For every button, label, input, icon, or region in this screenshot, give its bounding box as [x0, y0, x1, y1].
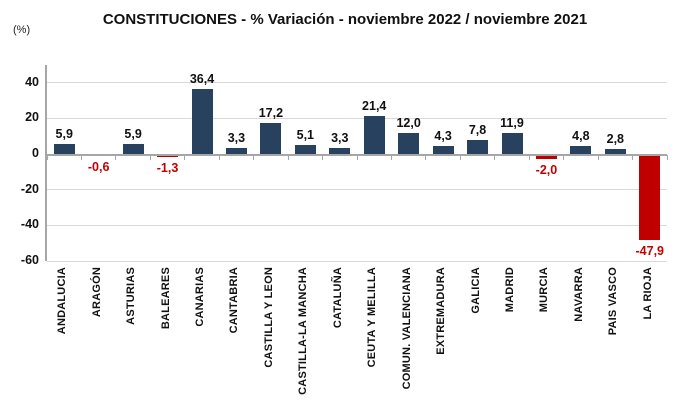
- bar-galicia: [467, 140, 489, 155]
- grid-line: [47, 260, 667, 262]
- category-axis-tick: [459, 155, 461, 161]
- category-axis-tick: [149, 155, 151, 161]
- bar-value-label: 3,3: [227, 131, 246, 146]
- category-label: GALICIA: [469, 267, 482, 314]
- bar-pais-vasco: [604, 149, 626, 155]
- bar-value-label: 2,8: [606, 132, 625, 147]
- bar-value-label: 12,0: [396, 115, 421, 130]
- bar-value-label: 5,1: [296, 128, 315, 142]
- category-label: ANDALUCIA: [56, 267, 69, 335]
- bar-asturias: [122, 143, 144, 155]
- category-axis-tick: [322, 155, 324, 161]
- y-tick-label: 0: [32, 146, 39, 161]
- bar-cantabria: [225, 148, 247, 155]
- category-label: ASTURIAS: [125, 267, 138, 325]
- category-label: NAVARRA: [572, 267, 585, 322]
- bar-value-label: 17,2: [258, 106, 284, 121]
- y-tick-label: -60: [20, 253, 39, 267]
- bar-value-label: 5,9: [124, 126, 142, 141]
- y-tick-label: -40: [20, 217, 39, 232]
- category-axis-tick: [390, 155, 392, 161]
- bar-value-label: 21,4: [362, 98, 387, 113]
- category-label: LA RIOJA: [641, 267, 654, 320]
- bar-value-label: -1,3: [156, 161, 179, 176]
- bar-murcia: [535, 155, 557, 159]
- bar-value-label: 3,3: [331, 131, 349, 146]
- bar-andalucia: [53, 143, 75, 155]
- bar-catalu-a: [329, 148, 351, 155]
- bar-value-label: -0,6: [87, 160, 110, 175]
- bar-ceuta-y-melilla: [363, 115, 385, 155]
- category-label: CANTABRIA: [228, 267, 241, 334]
- category-axis-tick: [253, 155, 255, 161]
- bar-navarra: [570, 145, 592, 155]
- bar-castilla-la-mancha: [294, 145, 316, 155]
- category-label: EXTREMADURA: [435, 267, 448, 355]
- bar-canarias: [191, 89, 213, 155]
- bar-value-label: 4,8: [572, 128, 590, 143]
- category-axis-tick: [597, 155, 599, 161]
- grid-line: [47, 82, 667, 84]
- category-label: CANARIAS: [194, 267, 206, 327]
- x-axis-category-labels: ANDALUCIA ARAGÓN ASTURIAS BALEARES CANARIAS C…: [45, 267, 665, 400]
- category-axis-tick: [115, 155, 117, 161]
- category-axis-tick: [184, 155, 186, 161]
- bar-value-label: 7,8: [468, 123, 487, 138]
- category-axis-tick: [425, 155, 427, 161]
- bar-baleares: [157, 155, 179, 158]
- category-label: ARAGÓN: [90, 267, 103, 318]
- category-label: CATALUÑA: [331, 267, 344, 329]
- y-axis-tick-labels: 40 20 0 -20 -40 -60: [0, 65, 39, 267]
- bar-value-label: 36,4: [189, 72, 215, 87]
- bar-la-rioja: [639, 155, 661, 241]
- bar-value-label: 11,9: [500, 115, 524, 130]
- bar-value-label: -2,0: [535, 162, 558, 177]
- y-axis-unit-label: (%): [13, 24, 31, 36]
- category-axis-line: [47, 153, 667, 156]
- bar-value-label: 4,3: [434, 129, 452, 144]
- category-axis-tick: [287, 155, 289, 161]
- category-label: PAIS VASCO: [607, 267, 620, 336]
- bar-castilla-y-leon: [260, 123, 282, 155]
- plot-area: 5,9 -0,6 5,9 -1,3 36,4 3,3 17,2 5,1 3,3 21,4 12,0 4…: [45, 65, 668, 262]
- category-label: CASTILLA Y LEON: [262, 267, 275, 368]
- category-label: CASTILLA-LA MANCHA: [297, 267, 310, 395]
- y-tick-label: 20: [25, 110, 39, 125]
- bar-extremadura: [432, 146, 454, 155]
- category-axis-tick: [632, 155, 634, 161]
- bar-comun-valenciana: [398, 132, 420, 155]
- category-label: MADRID: [504, 267, 516, 313]
- category-label: MURCIA: [538, 267, 551, 313]
- bar-arag-n: [88, 155, 110, 157]
- bar-value-label: 5,9: [55, 126, 73, 141]
- grid-line: [47, 117, 667, 119]
- chart-title: CONSTITUCIONES - % Variación - noviembre…: [102, 11, 588, 28]
- category-axis-tick: [46, 155, 48, 161]
- grid-line: [47, 189, 667, 191]
- bar-value-label: -47,9: [635, 244, 665, 259]
- y-tick-label: 40: [25, 74, 39, 89]
- category-axis-tick: [218, 155, 220, 161]
- category-axis-tick: [563, 155, 565, 161]
- grid-line: [47, 224, 667, 226]
- category-label: CEUTA Y MELILLA: [366, 267, 379, 368]
- category-axis-tick: [666, 155, 668, 161]
- bar-madrid: [501, 132, 523, 155]
- y-tick-label: -20: [20, 181, 39, 196]
- category-axis-tick: [356, 155, 358, 161]
- category-label: BALEARES: [159, 267, 172, 330]
- category-axis-tick: [528, 155, 530, 161]
- category-label: COMUN. VALENCIANA: [400, 267, 413, 390]
- category-axis-tick: [80, 155, 82, 161]
- category-axis-tick: [494, 155, 496, 161]
